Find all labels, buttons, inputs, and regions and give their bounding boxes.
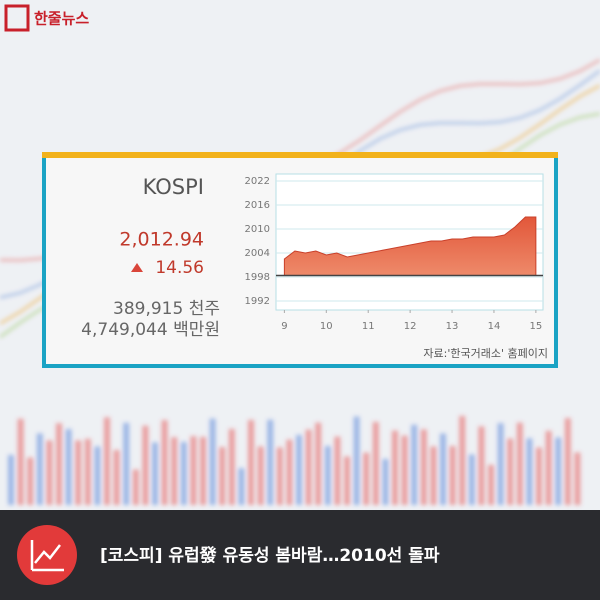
logo-text: 한줄뉴스 [34, 10, 89, 28]
bg-bar [574, 452, 581, 505]
bg-bar [564, 418, 571, 505]
bg-bar [401, 435, 408, 505]
bg-bar [507, 438, 514, 505]
bg-bar [382, 458, 389, 505]
x-tick-label: 15 [530, 321, 543, 332]
bg-bar [104, 417, 110, 505]
bg-bar [497, 423, 504, 505]
bg-bar [132, 469, 139, 505]
bg-bar [440, 433, 446, 505]
up-arrow [131, 263, 143, 272]
bg-bar [526, 438, 533, 505]
bg-bar [46, 440, 53, 505]
bg-bar [468, 454, 475, 505]
source: 자료:'한국거래소' 홈페이지 [423, 346, 548, 360]
y-tick-label: 2022 [245, 176, 270, 187]
change-value: 14.56 [155, 258, 204, 278]
y-tick-label: 2016 [245, 200, 270, 211]
bg-bar [142, 425, 149, 505]
bg-bar [209, 418, 216, 505]
chart: 1992 1998 2004 2010 2016 2022 9 10 11 12 13 14 15 [245, 176, 543, 332]
volume: 389,915 천주 [113, 299, 220, 319]
bg-bar [238, 468, 245, 505]
bg-bar [75, 440, 82, 505]
x-tick-label: 9 [281, 321, 287, 332]
bg-bar [353, 416, 360, 505]
headline-bar [0, 510, 600, 600]
y-tick-label: 1998 [245, 272, 270, 283]
bg-bar [56, 423, 62, 505]
bg-bar [545, 430, 552, 505]
bg-bar [113, 450, 120, 505]
bg-bar [152, 442, 158, 505]
bg-bar [267, 419, 274, 505]
y-tick-label: 2010 [245, 224, 270, 235]
bg-bar [36, 433, 43, 505]
bg-bar [276, 447, 283, 505]
bg-bar [94, 446, 101, 505]
bg-bar [372, 421, 379, 505]
bg-bar [334, 436, 341, 505]
bg-bar [478, 426, 485, 505]
close-value: 2,012.94 [119, 229, 204, 251]
bg-bar [8, 455, 14, 505]
bg-bar [171, 437, 178, 505]
bg-bar [488, 464, 494, 505]
bg-bar [65, 429, 72, 505]
icon-graph [30, 540, 64, 572]
panel-top-border [42, 152, 558, 158]
bg-bar [411, 424, 418, 505]
bg-bar [555, 437, 562, 505]
area [283, 216, 537, 276]
y-tick-label: 1992 [245, 296, 270, 307]
bg-bar [17, 418, 24, 505]
bg-bar [459, 415, 466, 505]
headline: [코스피] 유럽發 유동성 봄바람…2010선 돌파 [100, 545, 440, 566]
bg-bar [449, 446, 456, 505]
x-tick-label: 10 [320, 321, 333, 332]
bg-bar [305, 429, 312, 505]
x-tick-label: 13 [446, 321, 459, 332]
bg-bar [324, 446, 331, 505]
bg-bar [228, 428, 235, 505]
bg-bar [363, 452, 370, 505]
bg-bar [219, 447, 226, 505]
bg-bar [344, 456, 350, 505]
bg-bar [257, 446, 264, 505]
x-tick-label: 14 [488, 321, 501, 332]
bg-bar [123, 422, 130, 505]
bg-bar [315, 422, 322, 505]
bg-bar [536, 447, 542, 505]
bg-bar [84, 438, 91, 505]
bg-bar [516, 422, 523, 505]
index-name: KOSPI [143, 175, 204, 199]
bg-bar [27, 457, 34, 505]
bg-bar [248, 419, 254, 505]
bg-bar [190, 436, 197, 505]
amount: 4,749,044 백만원 [81, 320, 220, 340]
y-tick-label: 2004 [245, 248, 270, 259]
bg-bar [296, 434, 302, 505]
logo-icon [4, 4, 30, 32]
bg-bar [392, 430, 398, 505]
bg-bar [430, 446, 437, 505]
bg-bar [180, 441, 187, 505]
x-tick-label: 12 [404, 321, 417, 332]
x-tick-label: 11 [362, 321, 375, 332]
bg-bar [161, 420, 168, 505]
bg-bar [286, 439, 293, 505]
bg-bar [420, 429, 427, 505]
bg-bar [200, 436, 206, 505]
